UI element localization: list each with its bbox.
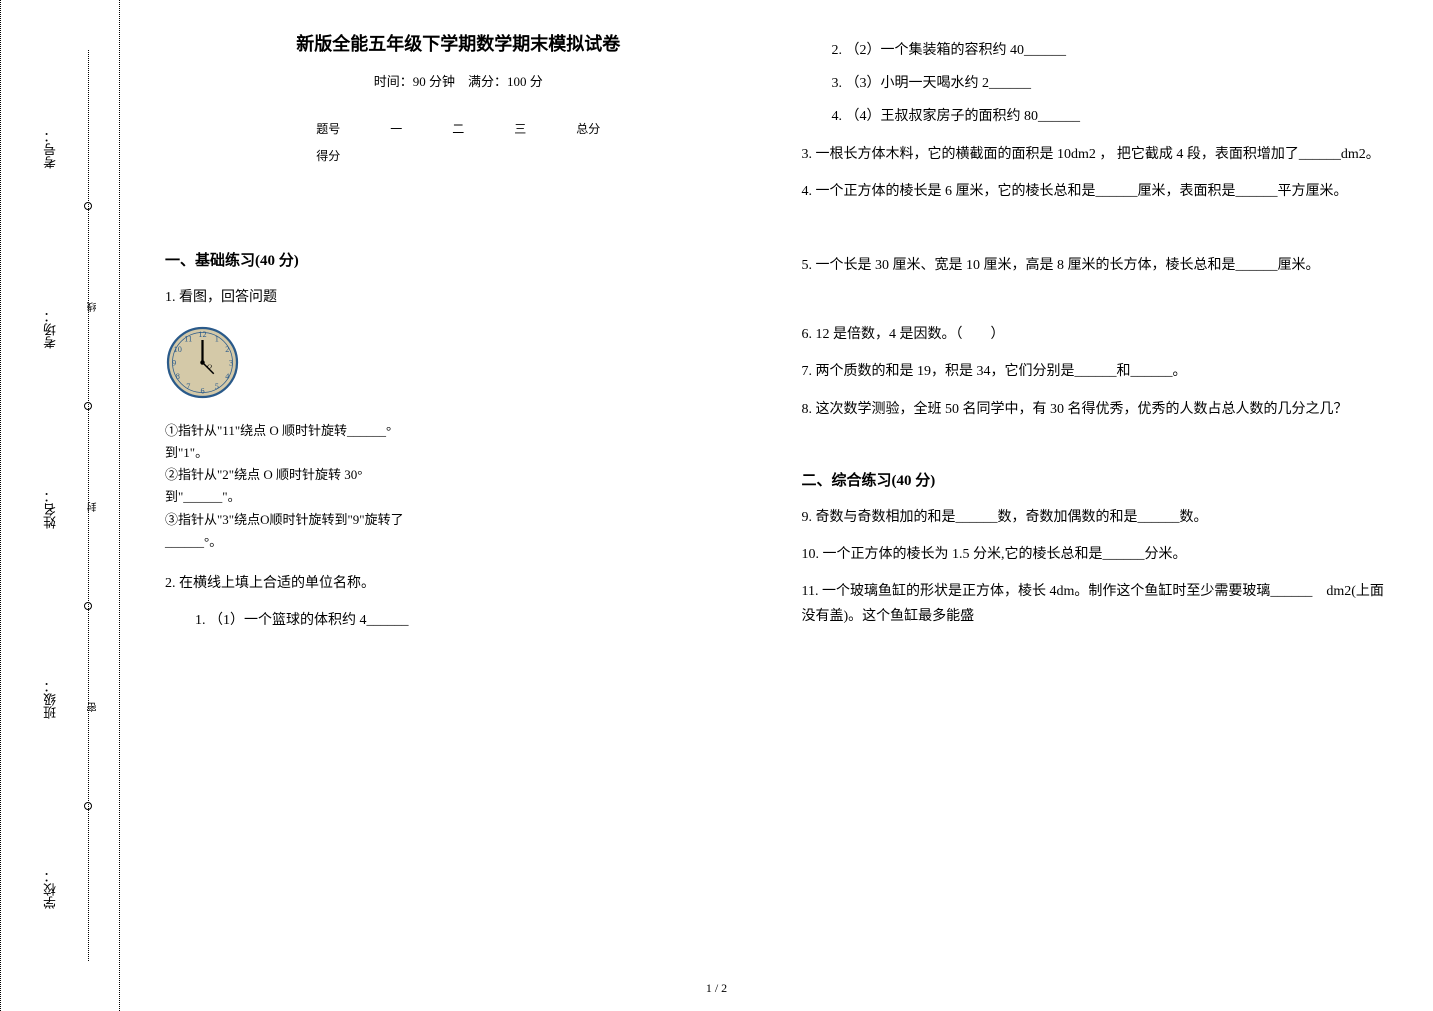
sidebar-label-number: 考号：: [41, 130, 60, 169]
svg-text:3: 3: [229, 359, 233, 368]
question-10: 10. 一个正方体的棱长为 1.5 分米,它的棱长总和是______分米。: [802, 542, 1389, 567]
score-header: 二: [427, 115, 489, 142]
score-table: 题号 一 二 三 总分 得分: [291, 115, 625, 169]
q2-sub3: 3. （3）小明一天喝水约 2______: [832, 71, 1389, 96]
circle-icon: [84, 402, 92, 410]
circle-icon: [84, 202, 92, 210]
score-header: 总分: [551, 115, 625, 142]
svg-text:10: 10: [174, 345, 182, 354]
sidebar-label-name: 姓名：: [41, 490, 60, 529]
table-row: 题号 一 二 三 总分: [291, 115, 625, 142]
question-6: 6. 12 是倍数，4 是因数。（ ）: [802, 322, 1389, 347]
page-number: 1 / 2: [706, 981, 727, 996]
q1-part3: ③指针从"3"绕点O顺时针旋转到"9"旋转了______°。: [165, 509, 405, 553]
svg-text:5: 5: [215, 382, 219, 391]
question-5: 5. 一个长是 30 厘米、宽是 10 厘米，高是 8 厘米的长方体，棱长总和是…: [802, 253, 1389, 278]
right-column: 2. （2）一个集装箱的容积约 40______ 3. （3）小明一天喝水约 2…: [777, 30, 1414, 981]
question-7: 7. 两个质数的和是 19，积是 34，它们分别是______和______。: [802, 359, 1389, 384]
circle-icon: [84, 802, 92, 810]
question-9: 9. 奇数与奇数相加的和是______数，奇数加偶数的和是______数。: [802, 505, 1389, 530]
question-3: 3. 一根长方体木料，它的横截面的面积是 10dm2 ， 把它截成 4 段，表面…: [802, 142, 1389, 167]
svg-text:11: 11: [184, 335, 192, 344]
score-header: 一: [365, 115, 427, 142]
clock-icon: 12 1 2 3 4 5 6 7 8 9 10 11 O: [165, 325, 240, 400]
svg-text:O: O: [207, 364, 212, 371]
exam-subtitle: 时间：90 分钟 满分：100 分: [165, 71, 752, 90]
svg-text:12: 12: [198, 330, 206, 339]
question-4: 4. 一个正方体的棱长是 6 厘米，它的棱长总和是______厘米，表面积是__…: [802, 179, 1389, 204]
section-2-heading: 二、综合练习(40 分): [802, 469, 1389, 490]
q2-sub1: 1. （1）一个篮球的体积约 4______: [195, 608, 752, 633]
score-label: 得分: [291, 142, 365, 169]
svg-text:6: 6: [200, 386, 204, 395]
svg-text:7: 7: [186, 382, 190, 391]
sidebar-label-class: 班级：: [41, 680, 60, 719]
q2-sub2: 2. （2）一个集装箱的容积约 40______: [832, 38, 1389, 63]
svg-text:4: 4: [225, 372, 229, 381]
svg-text:9: 9: [172, 359, 176, 368]
score-header: 三: [489, 115, 551, 142]
left-column: 新版全能五年级下学期数学期末模拟试卷 时间：90 分钟 满分：100 分 题号 …: [140, 30, 777, 981]
section-1-heading: 一、基础练习(40 分): [165, 249, 752, 270]
main-content: 新版全能五年级下学期数学期末模拟试卷 时间：90 分钟 满分：100 分 题号 …: [120, 0, 1433, 1011]
sidebar-label-room: 考场：: [41, 310, 60, 349]
clock-figure: 12 1 2 3 4 5 6 7 8 9 10 11 O: [165, 325, 752, 405]
svg-text:8: 8: [176, 372, 180, 381]
binding-sidebar: 学校： 班级： 姓名： 考场： 考号： 密 封 线: [0, 0, 120, 1011]
question-8: 8. 这次数学测验，全班 50 名同学中，有 30 名得优秀，优秀的人数占总人数…: [802, 397, 1389, 422]
question-11: 11. 一个玻璃鱼缸的形状是正方体，棱长 4dm。制作这个鱼缸时至少需要玻璃__…: [802, 579, 1389, 629]
exam-title: 新版全能五年级下学期数学期末模拟试卷: [165, 30, 752, 56]
seal-line-dots: [88, 50, 90, 961]
circle-icon: [84, 602, 92, 610]
question-2: 2. 在横线上填上合适的单位名称。: [165, 571, 752, 596]
q1-part1: ①指针从"11"绕点 O 顺时针旋转______°到"1"。: [165, 420, 405, 464]
svg-text:1: 1: [215, 335, 219, 344]
q2-sub4: 4. （4）王叔叔家房子的面积约 80______: [832, 104, 1389, 129]
question-1: 1. 看图，回答问题: [165, 285, 752, 310]
table-row: 得分: [291, 142, 625, 169]
q1-part2: ②指针从"2"绕点 O 顺时针旋转 30°到"______"。: [165, 464, 405, 508]
sidebar-label-school: 学校：: [41, 870, 60, 909]
score-header: 题号: [291, 115, 365, 142]
svg-text:2: 2: [225, 345, 229, 354]
